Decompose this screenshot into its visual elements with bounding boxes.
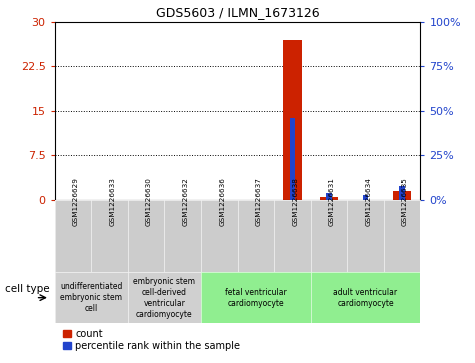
Bar	[326, 193, 332, 200]
Bar	[363, 195, 368, 200]
Text: GSM1226635: GSM1226635	[402, 178, 408, 226]
Text: GSM1226637: GSM1226637	[256, 178, 262, 226]
Bar	[399, 186, 405, 200]
Text: fetal ventricular
cardiomyocyte: fetal ventricular cardiomyocyte	[225, 287, 286, 308]
Text: GSM1226636: GSM1226636	[219, 178, 225, 226]
Legend: count, percentile rank within the sample: count, percentile rank within the sample	[59, 325, 244, 355]
Text: GSM1226633: GSM1226633	[109, 178, 115, 226]
Bar	[283, 40, 302, 200]
Text: GSM1226629: GSM1226629	[73, 178, 79, 226]
Text: adult ventricular
cardiomyocyte: adult ventricular cardiomyocyte	[333, 287, 398, 308]
Text: embryonic stem
cell-derived
ventricular
cardiomyocyte: embryonic stem cell-derived ventricular …	[133, 277, 195, 319]
Text: undifferentiated
embryonic stem
cell: undifferentiated embryonic stem cell	[60, 282, 123, 313]
Text: GSM1226632: GSM1226632	[182, 178, 189, 226]
Bar	[290, 118, 295, 200]
Text: GSM1226634: GSM1226634	[365, 178, 371, 226]
Text: GSM1226630: GSM1226630	[146, 178, 152, 226]
Text: cell type: cell type	[5, 284, 49, 294]
Text: GSM1226631: GSM1226631	[329, 178, 335, 226]
Title: GDS5603 / ILMN_1673126: GDS5603 / ILMN_1673126	[156, 6, 319, 19]
Bar	[320, 197, 338, 200]
Text: GSM1226638: GSM1226638	[292, 178, 298, 226]
Bar	[393, 191, 411, 200]
